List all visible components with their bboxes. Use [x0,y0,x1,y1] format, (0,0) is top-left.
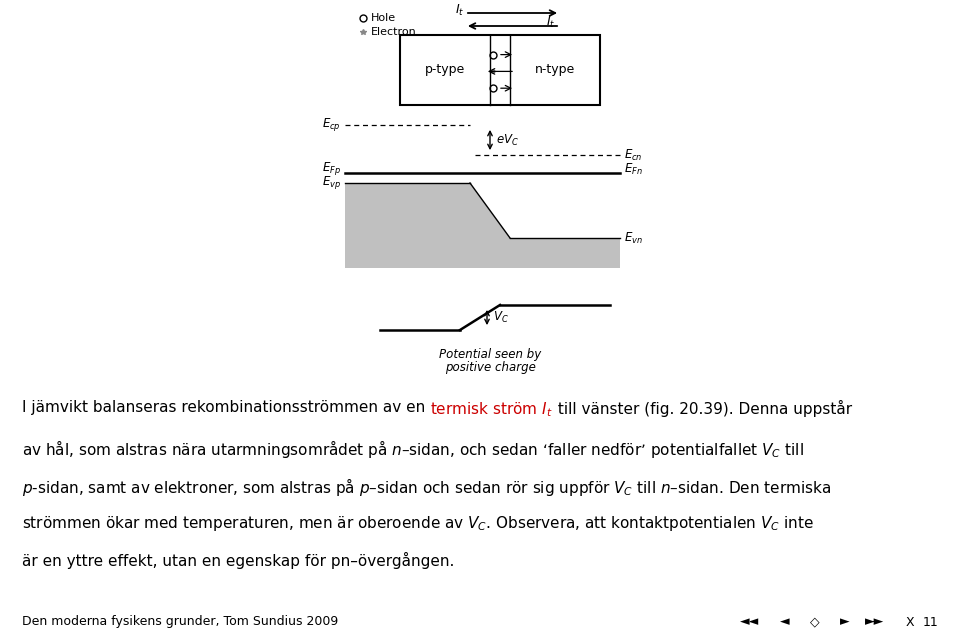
Text: till vänster (fig. 20.39). Denna uppstår: till vänster (fig. 20.39). Denna uppstår [553,400,852,417]
Text: n-type: n-type [535,63,575,77]
Polygon shape [470,183,510,268]
Text: strömmen ökar med temperaturen, men är oberoende av $V_C$. Observera, att kontak: strömmen ökar med temperaturen, men är o… [22,514,814,533]
Text: Potential seen by: Potential seen by [439,348,541,361]
Text: termisk ström $I_t$: termisk ström $I_t$ [430,400,553,419]
Text: $E_{cn}$: $E_{cn}$ [624,147,642,163]
Text: av hål, som alstras nära utarmningsområdet på $n$–sidan, och sedan ‘faller nedfö: av hål, som alstras nära utarmningsområd… [22,438,804,460]
Text: $E_{vp}$: $E_{vp}$ [322,175,341,191]
Text: är en yttre effekt, utan en egenskap för pn–övergången.: är en yttre effekt, utan en egenskap för… [22,552,454,569]
Text: $I_t$: $I_t$ [455,3,465,17]
Polygon shape [510,238,620,268]
Text: $eV_C$: $eV_C$ [496,132,519,148]
Polygon shape [345,183,470,268]
Text: ►►: ►► [865,616,884,628]
Text: ◄: ◄ [780,616,790,628]
Text: Den moderna fysikens grunder, Tom Sundius 2009: Den moderna fysikens grunder, Tom Sundiu… [22,616,338,628]
Text: positive charge: positive charge [444,361,536,374]
Text: Hole: Hole [371,13,396,23]
Text: Electron: Electron [371,27,417,37]
Text: X: X [905,616,914,628]
Text: $V_C$: $V_C$ [493,310,509,325]
Text: 11: 11 [923,616,938,628]
Text: $I_t$: $I_t$ [545,15,555,29]
Text: $E_{cp}$: $E_{cp}$ [323,116,341,134]
Text: ►: ► [840,616,850,628]
Text: $p$-sidan, samt av elektroner, som alstras på $p$–sidan och sedan rör sig uppför: $p$-sidan, samt av elektroner, som alstr… [22,476,831,498]
Text: I jämvikt balanseras rekombinationsströmmen av en: I jämvikt balanseras rekombinationsström… [22,400,430,415]
Text: $E_{vn}$: $E_{vn}$ [624,230,643,246]
Bar [400,35,600,105]
Text: $E_{Fp}$: $E_{Fp}$ [322,161,341,177]
Text: $E_{Fn}$: $E_{Fn}$ [624,161,643,177]
Text: p-type: p-type [425,63,466,77]
Text: ◄◄: ◄◄ [740,616,759,628]
Text: ◇: ◇ [810,616,820,628]
